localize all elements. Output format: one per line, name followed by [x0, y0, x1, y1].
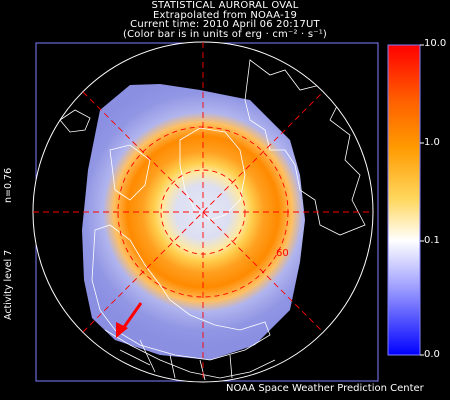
colorbar-tick-0-1: 0.1	[424, 235, 440, 246]
location-arrow	[116, 302, 143, 338]
colorbar-tick-10: 10.0	[424, 38, 447, 49]
title-line-3: Current time: 2010 April 06 20:17UT	[130, 19, 320, 30]
color-bar-ticks	[420, 44, 424, 356]
credit-text: NOAA Space Weather Prediction Center	[226, 383, 424, 394]
colorbar-tick-0: 0.0	[424, 349, 440, 360]
map-title: STATISTICAL AURORAL OVAL Extrapolated fr…	[0, 1, 450, 39]
activity-level-label: Activity level 7	[3, 249, 14, 320]
colorbar-tick-1: 1.0	[424, 137, 440, 148]
n-value-label: n=0.76	[3, 167, 14, 203]
color-bar	[387, 44, 421, 356]
latitude-60-label: 60	[276, 248, 289, 259]
title-line-2: Extrapolated from NOAA-19	[152, 9, 298, 21]
title-line-4: (Color bar is in units of erg · cm⁻² · s…	[122, 28, 328, 40]
title-line-1: STATISTICAL AURORAL OVAL	[151, 0, 299, 11]
meridian-grid	[33, 42, 373, 382]
